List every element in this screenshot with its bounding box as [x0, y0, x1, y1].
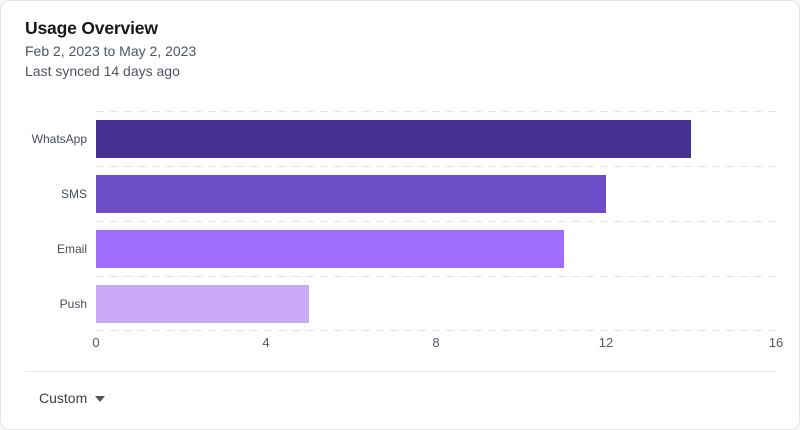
gridline: [96, 330, 776, 331]
bar-row-sms: [96, 166, 776, 221]
bar-row-email: [96, 221, 776, 276]
usage-bar-chart: [96, 111, 776, 331]
category-label-whatsapp: WhatsApp: [31, 131, 87, 146]
bar-email[interactable]: [96, 229, 564, 268]
last-synced-status: Last synced 14 days ago: [25, 63, 180, 79]
date-range-dropdown[interactable]: Custom: [39, 390, 106, 406]
x-tick: 4: [262, 335, 270, 350]
date-range-text: Feb 2, 2023 to May 2, 2023: [25, 43, 197, 59]
x-axis-ticks: 0 4 8 12 16: [92, 335, 783, 351]
page-title: Usage Overview: [25, 18, 158, 38]
category-label-sms: SMS: [60, 186, 87, 201]
x-tick: 0: [92, 335, 100, 350]
bar-push[interactable]: [96, 284, 309, 323]
x-tick: 16: [768, 335, 784, 350]
gridline: [96, 111, 776, 112]
category-label-push: Push: [59, 296, 87, 311]
gridline: [96, 221, 776, 222]
gridline: [96, 276, 776, 277]
x-tick: 12: [598, 335, 614, 350]
chart-category-labels: WhatsApp SMS Email Push: [1, 111, 87, 331]
chevron-down-icon: [95, 396, 106, 402]
bar-sms[interactable]: [96, 174, 606, 213]
footer-divider: [25, 371, 777, 372]
x-tick: 8: [432, 335, 440, 350]
date-range-dropdown-label: Custom: [39, 390, 88, 406]
bar-row-whatsapp: [96, 111, 776, 166]
bar-row-push: [96, 276, 776, 331]
gridline: [96, 166, 776, 167]
category-label-email: Email: [56, 241, 87, 256]
bar-whatsapp[interactable]: [96, 119, 691, 158]
